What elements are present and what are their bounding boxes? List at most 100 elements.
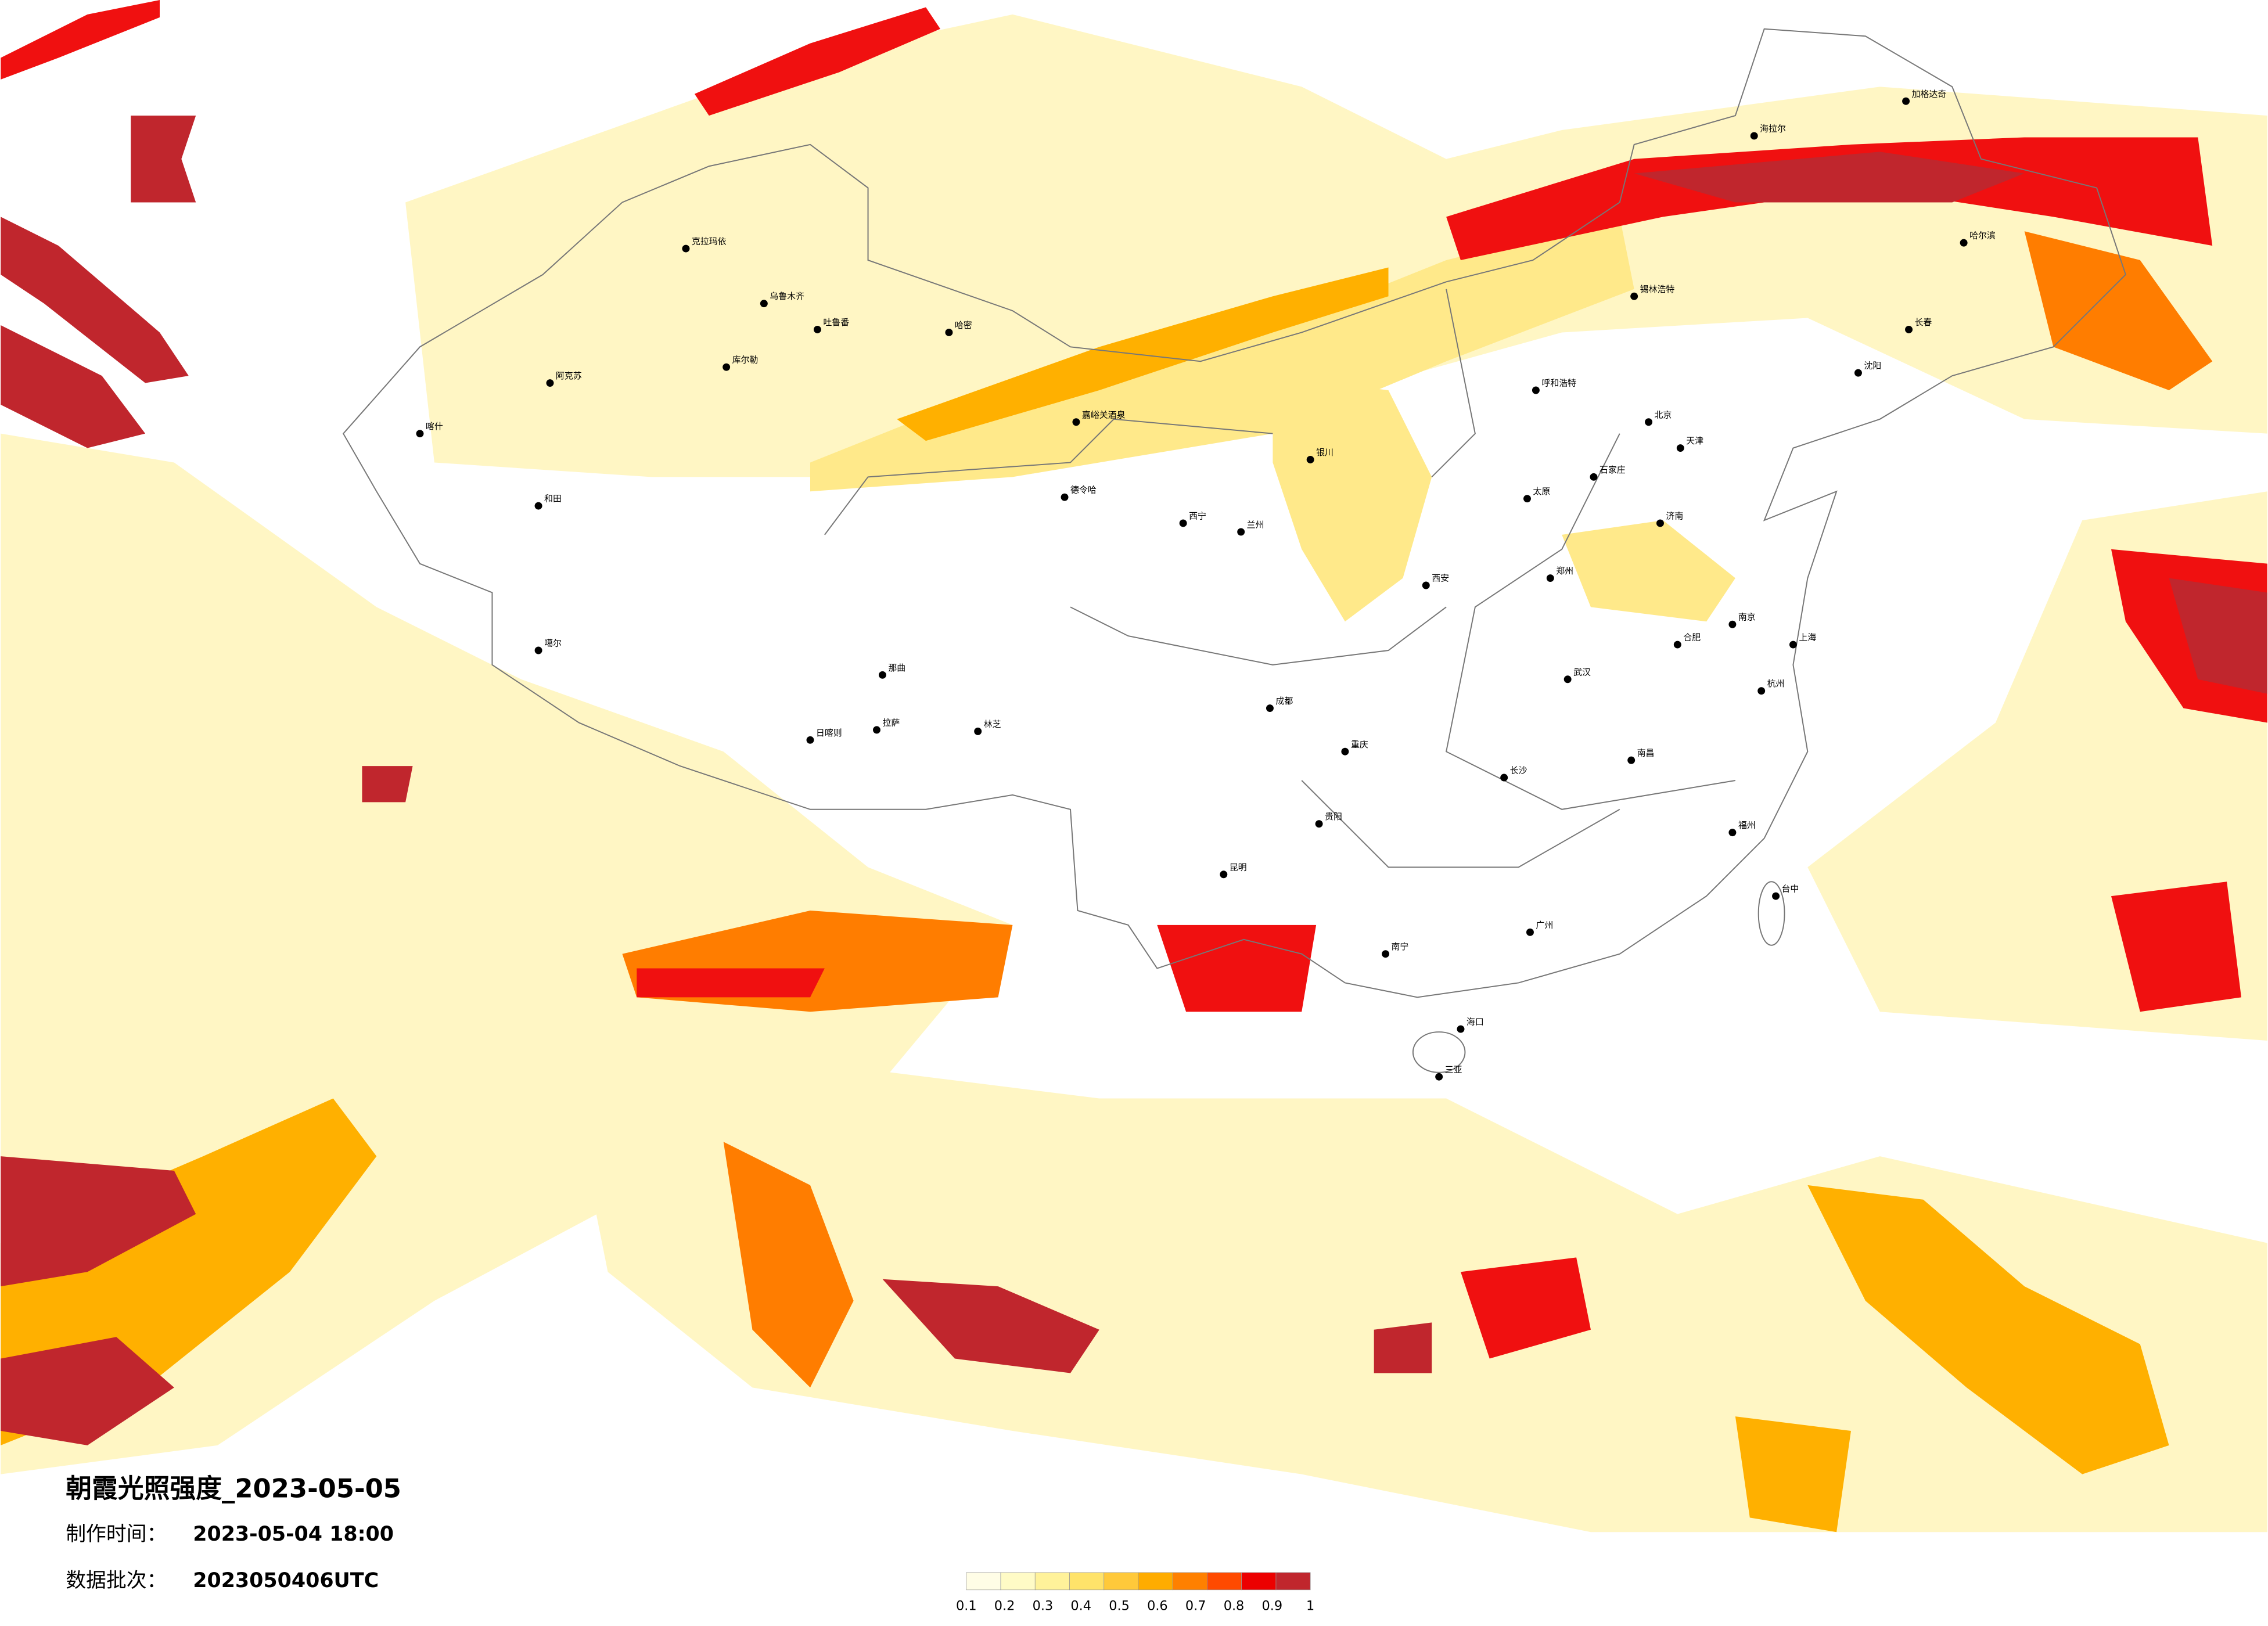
city-dot (1532, 386, 1540, 394)
china-outline (342, 28, 2127, 1073)
city-dot (1341, 747, 1349, 756)
city-label: 南京 (1738, 612, 1756, 623)
city-label: 阿克苏 (556, 370, 582, 381)
city-label: 海口 (1467, 1017, 1484, 1027)
city-dot (1905, 325, 1913, 333)
city-dot (1590, 473, 1598, 481)
city-label: 海拉尔 (1760, 123, 1786, 134)
city-label: 南昌 (1637, 748, 1655, 758)
city-label: 上海 (1799, 632, 1816, 643)
legend-swatch (1069, 1572, 1105, 1591)
legend-swatch (966, 1572, 1001, 1591)
city-label: 沈阳 (1864, 361, 1881, 371)
legend-swatch (1241, 1572, 1277, 1591)
legend-tick-label: 0.6 (1147, 1599, 1168, 1614)
city-dot (873, 726, 880, 734)
city-dot (1728, 829, 1737, 837)
city-label: 哈密 (955, 320, 972, 330)
legend-swatch (1034, 1572, 1070, 1591)
city-dot (1676, 444, 1684, 452)
city-label: 石家庄 (1600, 465, 1626, 475)
city-label: 日喀则 (816, 728, 842, 738)
hainan (1412, 1031, 1466, 1073)
legend-tick-label: 0.2 (994, 1599, 1015, 1614)
city-dot (806, 736, 814, 744)
city-label: 德令哈 (1070, 485, 1097, 495)
city-dot (416, 430, 424, 438)
legend-swatch (1000, 1572, 1036, 1591)
city-label: 广州 (1536, 920, 1553, 930)
city-label: 合肥 (1683, 632, 1701, 643)
batch-value: 2023050406UTC (193, 1569, 379, 1592)
city-dot (974, 727, 982, 735)
legend-swatch (1207, 1572, 1242, 1591)
city-label: 太原 (1533, 486, 1550, 497)
city-label: 南宁 (1392, 941, 1409, 952)
legend-tick-label: 0.7 (1185, 1599, 1206, 1614)
city-dot (1457, 1025, 1465, 1033)
taiwan (1757, 881, 1785, 946)
city-label: 西宁 (1189, 511, 1206, 521)
city-label: 杭州 (1767, 678, 1785, 689)
legend-tick-label: 0.5 (1109, 1599, 1130, 1614)
city-dot (1523, 495, 1531, 503)
city-dot (1061, 493, 1069, 501)
city-dot (1772, 892, 1780, 900)
city-dot (878, 671, 886, 679)
legend-tick-label: 0.9 (1262, 1599, 1283, 1614)
city-dot (1673, 641, 1681, 649)
city-label: 长沙 (1510, 765, 1527, 776)
city-label: 呼和浩特 (1541, 378, 1576, 388)
city-label: 福州 (1738, 820, 1756, 830)
legend-tick-label: 1 (1306, 1599, 1314, 1614)
city-dot (1656, 519, 1664, 527)
city-dot (1546, 574, 1554, 582)
city-label: 贵阳 (1325, 811, 1342, 822)
city-dot (760, 300, 768, 308)
city-dot (1526, 928, 1534, 936)
city-label: 济南 (1666, 511, 1683, 521)
legend: 0.1 0.2 0.3 0.4 0.5 0.6 0.7 0.8 0.9 1 (956, 1572, 1314, 1614)
city-label: 成都 (1275, 696, 1293, 706)
city-dot (682, 244, 690, 253)
city-dot (1630, 292, 1638, 300)
city-dot (1220, 870, 1228, 879)
legend-swatch (1275, 1572, 1311, 1591)
city-label: 林芝 (984, 719, 1001, 729)
city-dot (1072, 418, 1080, 426)
city-label: 北京 (1655, 409, 1672, 420)
city-dot (1960, 239, 1968, 247)
city-label: 喀什 (426, 421, 443, 431)
city-label: 加格达奇 (1912, 89, 1947, 99)
make-time-label: 制作时间： (66, 1523, 167, 1546)
city-label: 克拉玛依 (692, 236, 727, 247)
city-dot (546, 379, 554, 387)
city-label: 噶尔 (544, 638, 562, 649)
city-label: 吐鲁番 (823, 317, 849, 328)
city-label: 三亚 (1445, 1064, 1462, 1075)
city-dot (1306, 455, 1314, 463)
city-dot (813, 325, 821, 333)
map-title: 朝霞光照强度_2023-05-05 (66, 1473, 401, 1503)
city-label: 郑州 (1556, 566, 1573, 576)
city-label: 拉萨 (882, 717, 900, 728)
city-dot (1645, 418, 1653, 426)
city-label: 锡林浩特 (1640, 284, 1675, 294)
city-label: 和田 (544, 494, 562, 504)
border (342, 28, 2127, 998)
city-label: 长春 (1915, 317, 1932, 328)
city-dot (1728, 620, 1737, 628)
city-label: 银川 (1316, 447, 1334, 458)
batch-label: 数据批次： (66, 1569, 167, 1592)
city-label: 库尔勒 (732, 355, 759, 365)
legend-tick-label: 0.3 (1033, 1599, 1054, 1614)
city-label: 武汉 (1573, 667, 1591, 677)
legend-swatch (1138, 1572, 1173, 1591)
city-dot (1854, 369, 1862, 377)
city-dot (1627, 756, 1636, 764)
legend-tick-label: 0.8 (1224, 1599, 1245, 1614)
city-label: 那曲 (888, 663, 905, 673)
